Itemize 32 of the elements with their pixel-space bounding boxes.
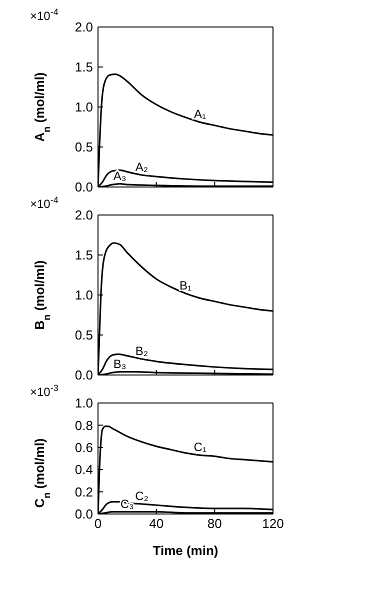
y-tick-label: 1.0 [74,396,93,411]
annotation: A₃ [113,168,126,183]
x-tick-label: 0 [94,516,102,532]
annotation: C₁ [194,440,206,454]
y-tick-label: 2.0 [74,208,93,223]
y-tick-label: 1.0 [74,288,93,303]
annotation: C₂ [135,489,149,504]
y-tick-label: 0.0 [74,368,93,383]
y-tick-label: 0.5 [74,328,93,343]
y-tick-label: 2.0 [74,20,93,35]
x-axis-title: Time (min) [152,543,218,558]
annotation: B₃ [113,356,126,371]
y-tick-label: 0.2 [74,484,93,500]
x-tick-label: 120 [262,516,284,532]
y-tick-label: 1.5 [74,60,93,75]
x-tick-label: 80 [207,516,222,532]
annotation: A₁ [194,107,206,122]
y-tick-label: 1.0 [74,100,93,115]
y-tick-label: 0.0 [74,180,93,195]
x-tick-label: 40 [149,516,164,532]
y-tick-label: 0.4 [74,462,93,478]
y-tick-label: 0.0 [74,506,93,522]
text: ×10$^{-3}$ [30,383,58,399]
y-tick-label: 0.8 [74,418,93,433]
text: ×10$^{-4}$ [30,195,58,211]
y-tick-label: 0.6 [74,440,93,456]
annotation: A₂ [135,160,148,174]
y-tick-label: 1.5 [74,248,93,263]
annotation: B₁ [179,278,192,292]
text: ×10$^{-4}$ [30,7,58,23]
y-tick-label: 0.5 [74,140,93,155]
annotation: B₂ [135,344,148,358]
